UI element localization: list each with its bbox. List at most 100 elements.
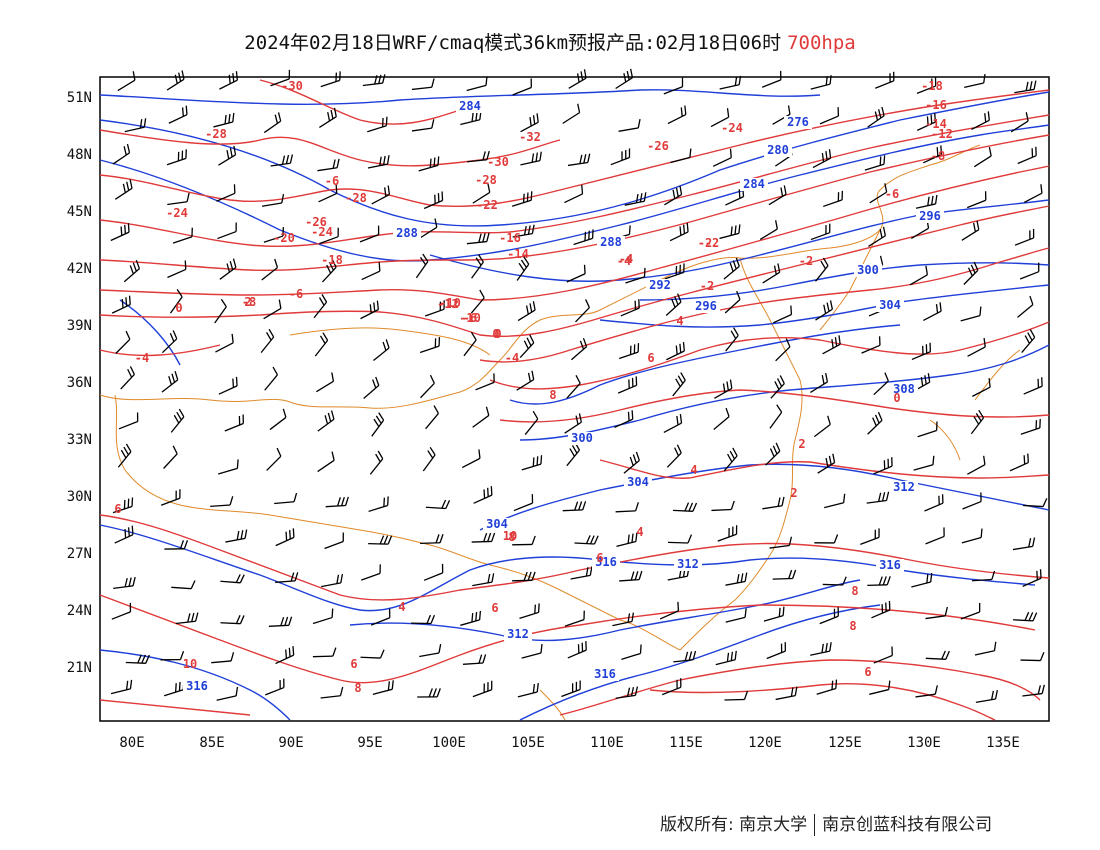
- wind-barb: [867, 576, 891, 587]
- wind-barb: [815, 300, 834, 321]
- wind-barb: [566, 442, 581, 467]
- height-label-bg: [876, 559, 904, 572]
- wind-barb: [915, 194, 938, 209]
- wind-barb: [769, 536, 793, 549]
- temperature-contour-label: 4: [636, 525, 643, 539]
- wind-barb: [869, 680, 891, 695]
- height-contour-label: 312: [677, 557, 699, 571]
- height-contour-label: 296: [919, 209, 941, 223]
- wind-barb: [873, 457, 893, 475]
- wind-barb: [360, 649, 385, 659]
- hainan-island: [539, 689, 566, 721]
- wind-barb: [163, 445, 178, 469]
- wind-barb: [869, 183, 888, 204]
- x-tick-label: 105E: [511, 735, 545, 751]
- wind-barb: [1017, 295, 1034, 318]
- wind-barb: [425, 499, 451, 510]
- wind-barb: [719, 75, 742, 90]
- wind-barb: [1017, 146, 1037, 165]
- temperature-contour-label: -18: [921, 79, 943, 93]
- wind-barb: [715, 650, 737, 666]
- wind-barb: [815, 257, 829, 282]
- wind-barb: [763, 606, 785, 622]
- wind-barb: [967, 337, 986, 357]
- wind-barb: [167, 260, 187, 279]
- wind-barb: [367, 116, 388, 133]
- height-label-bg: [854, 264, 882, 277]
- temperature-contour-label: -28: [475, 173, 497, 187]
- wind-barb: [213, 112, 235, 128]
- wind-barb: [361, 564, 381, 581]
- wind-barb: [711, 500, 735, 512]
- wind-barb: [925, 527, 945, 545]
- wind-barb: [314, 332, 329, 357]
- wind-barb: [118, 412, 139, 430]
- wind-barb: [372, 680, 394, 695]
- height-label-bg: [624, 476, 652, 489]
- wind-barb: [1014, 80, 1037, 94]
- height-label-bg: [568, 432, 596, 445]
- wind-barb: [519, 334, 535, 358]
- wind-barb: [220, 574, 245, 584]
- temperature-contour: [499, 389, 1050, 423]
- wind-barb: [475, 373, 495, 391]
- wind-barb: [472, 406, 490, 428]
- temperature-contour-label: 0: [175, 301, 182, 315]
- temperature-contour-label: -26: [647, 139, 669, 153]
- wind-barb: [961, 528, 983, 544]
- y-axis: 51N 48N 45N 42N 39N 36N 33N 30N 27N 24N …: [67, 90, 92, 676]
- wind-barb: [759, 220, 778, 241]
- wind-barb: [463, 331, 477, 357]
- temperature-contour-label: -10: [439, 296, 461, 310]
- x-tick-label: 125E: [828, 735, 862, 751]
- wind-barb: [124, 118, 147, 133]
- wind-barb: [269, 408, 287, 431]
- wind-barb: [964, 73, 986, 89]
- wind-barb: [218, 145, 237, 166]
- wind-barb: [312, 647, 337, 658]
- wind-barb: [669, 222, 689, 242]
- temperature-contour-label: 2: [798, 437, 805, 451]
- wind-barb: [225, 529, 248, 543]
- height-label-bg: [674, 558, 702, 571]
- temperature-contour-label: -30: [487, 155, 509, 169]
- height-contour-labels: 2842762802842882882922963003042963003083…: [183, 99, 944, 693]
- height-contour-label: 280: [767, 143, 789, 157]
- wind-barb: [719, 224, 741, 240]
- temperature-contour-label: -24: [721, 121, 743, 135]
- wind-barb: [117, 71, 136, 92]
- wind-barb: [363, 376, 380, 399]
- temperature-contour-label: 6: [596, 551, 603, 565]
- height-contour-label: 312: [507, 627, 529, 641]
- wind-barbs: [110, 68, 1048, 703]
- wind-barb: [713, 407, 730, 430]
- temperature-contour: [99, 165, 1050, 301]
- wind-barb: [111, 295, 131, 314]
- wind-barb: [420, 534, 444, 545]
- wind-barb: [317, 410, 335, 432]
- wind-barb: [725, 327, 739, 352]
- temperature-contour-label: 6: [350, 657, 357, 671]
- wind-barb: [125, 654, 150, 664]
- wind-barb: [810, 642, 832, 656]
- height-contour: [119, 199, 1050, 366]
- temperature-contour-label: -6: [885, 187, 899, 201]
- wind-barb: [274, 492, 298, 505]
- wind-barb: [663, 77, 684, 95]
- height-contour: [479, 463, 1050, 531]
- wind-barb: [513, 494, 534, 512]
- wind-barb: [925, 650, 950, 660]
- wind-barb: [667, 105, 687, 125]
- y-tick-label: 39N: [67, 318, 92, 334]
- wind-barb: [214, 298, 227, 324]
- temperature-contour-label: 10: [503, 529, 517, 543]
- wind-barb: [411, 614, 436, 625]
- wind-barb: [568, 69, 587, 89]
- wind-barb: [810, 372, 829, 393]
- y-tick-label: 51N: [67, 90, 92, 106]
- wind-barb: [264, 366, 279, 391]
- height-contour-label: 284: [459, 99, 481, 113]
- temperature-contour-label: -4: [505, 351, 519, 365]
- height-contour-label: 288: [396, 226, 418, 240]
- temperature-contour-label: -6: [325, 174, 339, 188]
